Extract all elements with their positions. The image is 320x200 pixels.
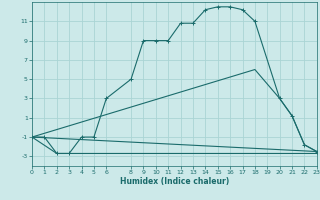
X-axis label: Humidex (Indice chaleur): Humidex (Indice chaleur) [120,177,229,186]
